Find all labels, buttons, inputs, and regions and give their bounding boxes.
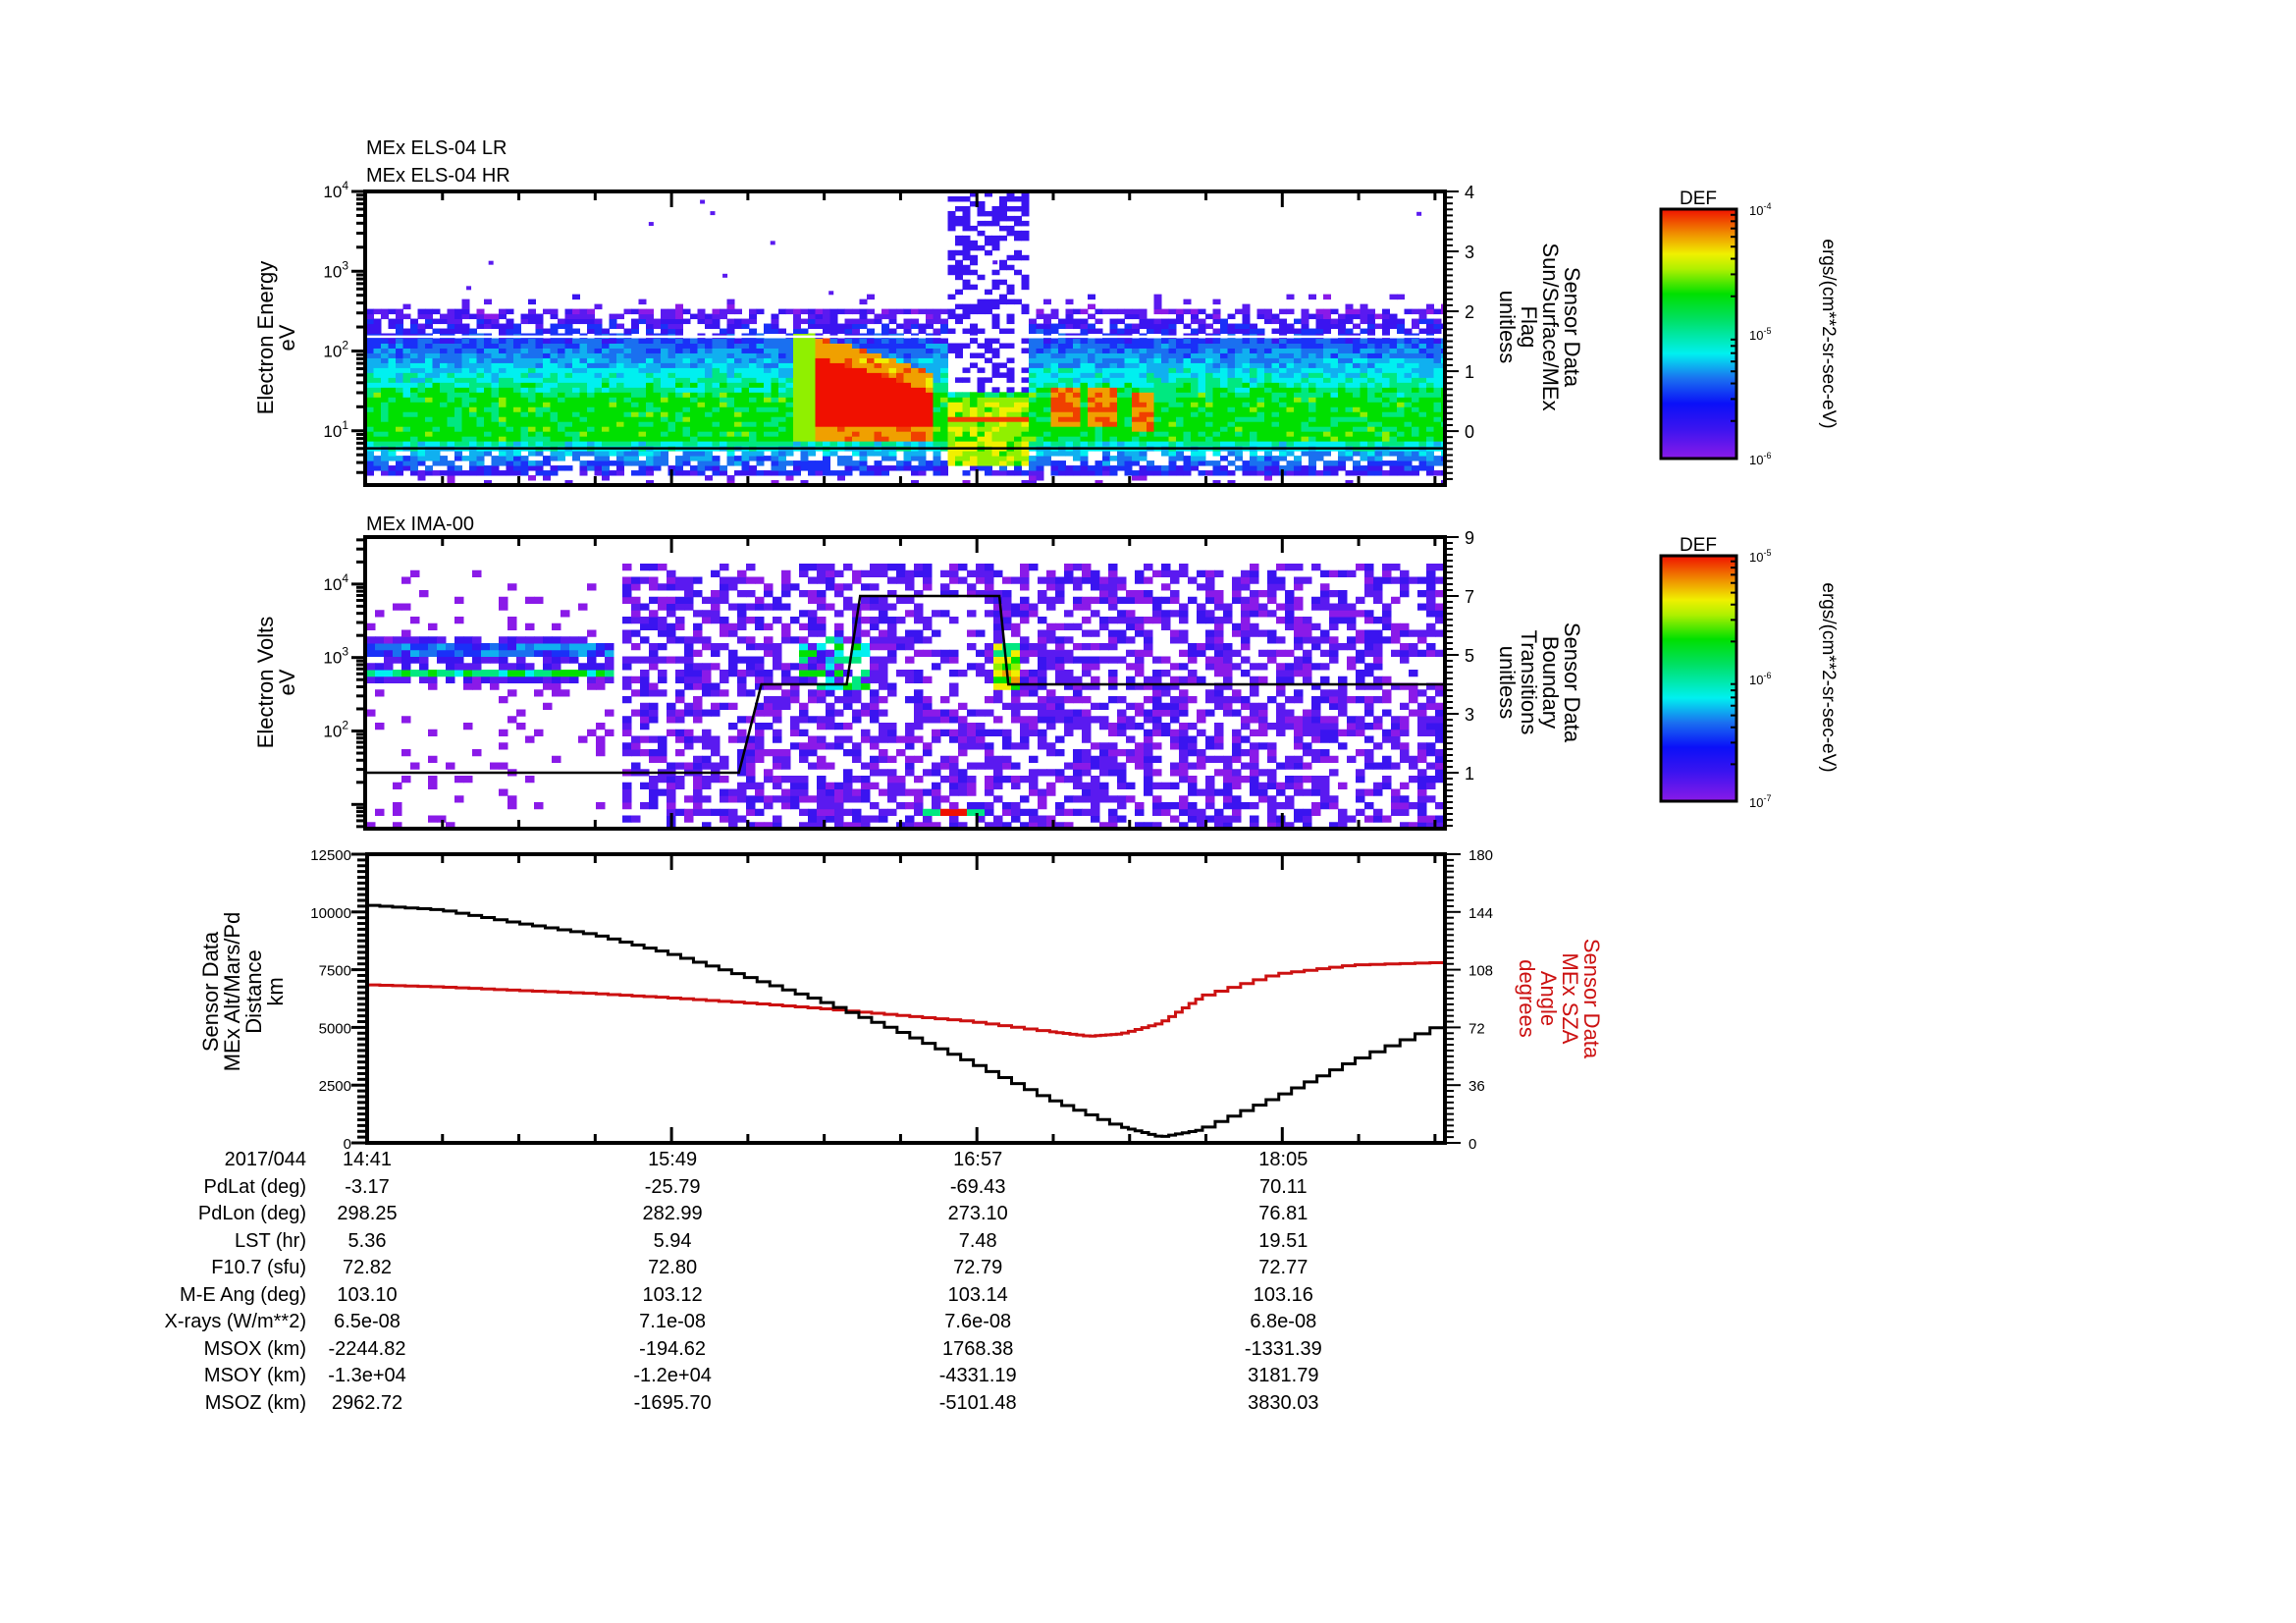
ephemeris-value: 6.8e-08 (1250, 1311, 1317, 1332)
els-panel: MEx ELS-04 LR MEx ELS-04 HR 101102103104… (253, 137, 1584, 487)
ephemeris-row-label: PdLat (deg) (203, 1175, 306, 1198)
ephemeris-row-label: F10.7 (sfu) (211, 1257, 306, 1278)
orbit-ylabel: Sensor DataMEx Alt/Mars/PdDistancekm (198, 912, 288, 1072)
ephemeris-value: 103.16 (1253, 1283, 1313, 1306)
els-spectrogram (366, 192, 1444, 484)
svg-text:101: 101 (323, 418, 348, 441)
ephemeris-value: 1768.38 (942, 1337, 1014, 1360)
svg-text:4: 4 (1465, 183, 1474, 202)
ephemeris-value: 103.10 (337, 1283, 398, 1306)
ephemeris-value: -25.79 (644, 1175, 701, 1198)
ephemeris-value: 103.12 (642, 1283, 703, 1306)
ephemeris-value: -69.43 (949, 1175, 1006, 1198)
ephemeris-value: 103.14 (947, 1283, 1008, 1306)
svg-text:3: 3 (1465, 243, 1474, 262)
ephemeris-value: 2962.72 (331, 1391, 403, 1414)
ephemeris-value: 16:57 (953, 1149, 1003, 1170)
els-y2label: Sensor DataSun/Surface/MExFlagunitless (1495, 243, 1584, 410)
ephemeris-value: 70.11 (1259, 1175, 1308, 1198)
ephemeris-row-label: MSOY (km) (203, 1365, 306, 1386)
ephemeris-value: -2244.82 (328, 1337, 406, 1360)
ephemeris-value: -4331.19 (938, 1365, 1017, 1386)
ephemeris-value: 298.25 (337, 1203, 398, 1224)
ephemeris-value: 7.1e-08 (639, 1311, 707, 1332)
svg-text:10-4: 10-4 (1749, 201, 1771, 218)
altitude-line (367, 903, 1445, 1138)
ephemeris-value: 273.10 (947, 1203, 1008, 1224)
ephemeris-value: 6.5e-08 (334, 1311, 400, 1332)
svg-text:0: 0 (1465, 422, 1474, 442)
svg-text:103: 103 (323, 258, 348, 281)
ephemeris-value: 72.79 (953, 1257, 1003, 1278)
ephemeris-row-label: PdLon (deg) (197, 1203, 306, 1224)
ephemeris-row-label: X-rays (W/m**2) (164, 1311, 306, 1332)
ephemeris-value: 18:05 (1258, 1149, 1308, 1170)
orbit-y2label: Sensor DataMEx SZAAngledegrees (1515, 939, 1604, 1059)
ima-ylabel: Electron VoltseV (253, 617, 299, 749)
svg-text:104: 104 (323, 179, 348, 201)
ephemeris-value: 72.82 (342, 1257, 393, 1278)
els-axes: 101 102 103 104 0 1 2 3 4 (323, 179, 1474, 485)
ephemeris-value: 5.94 (653, 1229, 692, 1252)
ima-colorbar-units: ergs/(cm**2-sr-sec-eV) (1818, 582, 1839, 772)
ima-colorbar-label: DEF (1680, 535, 1717, 556)
ephemeris-value: 19.51 (1258, 1229, 1308, 1252)
ephemeris-value: 3181.79 (1248, 1365, 1319, 1386)
ephemeris-value: 282.99 (642, 1203, 703, 1224)
ephemeris-row-label: MSOX (km) (203, 1337, 306, 1360)
ephemeris-value: 7.6e-08 (944, 1311, 1012, 1332)
svg-text:10-6: 10-6 (1749, 451, 1771, 467)
ephemeris-value: -5101.48 (938, 1391, 1017, 1414)
ima-colorbar-ticks: 10-510-610-7 (1731, 548, 1771, 810)
ephemeris-value: -1331.39 (1244, 1337, 1322, 1360)
els-colorbar-label: DEF (1680, 189, 1717, 209)
ephemeris-value: 7.48 (958, 1229, 997, 1252)
ima-colorbar: DEF 10-510-610-7 ergs/(cm**2-sr-sec-eV) (1659, 535, 1839, 810)
els-ylabel: Electron EnergyeV (253, 261, 299, 415)
sza-angle-line (367, 960, 1445, 1038)
els-title-lr: MEx ELS-04 LR (366, 137, 507, 159)
els-colorbar: DEF 10-4 10-5 10-6 ergs/(cm**2-sr-sec-eV) (1659, 189, 1839, 467)
ephemeris-value: 15:49 (648, 1149, 698, 1170)
svg-text:1: 1 (1465, 362, 1474, 382)
ima-boundary-line (366, 594, 1444, 775)
ephemeris-value: 72.77 (1258, 1257, 1308, 1278)
ephemeris-value: 72.80 (648, 1257, 698, 1278)
ephemeris-value: -1695.70 (633, 1391, 712, 1414)
ephemeris-value: -194.62 (639, 1337, 707, 1360)
els-colorbar-units: ergs/(cm**2-sr-sec-eV) (1818, 239, 1839, 428)
ephemeris-value: -3.17 (345, 1175, 390, 1198)
svg-text:102: 102 (323, 339, 348, 361)
ima-title: MEx IMA-00 (366, 514, 474, 535)
svg-text:2: 2 (1465, 302, 1474, 322)
ima-spectrogram (366, 564, 1444, 828)
ephemeris-row-label: 2017/044 (224, 1149, 306, 1170)
els-overlay-lines (366, 335, 1444, 450)
orbit-frame (365, 852, 1447, 1145)
els-title-hr: MEx ELS-04 HR (366, 165, 510, 187)
ephemeris-value: -1.3e+04 (328, 1365, 406, 1386)
ephemeris-value: 76.81 (1258, 1203, 1308, 1224)
ephemeris-row-label: LST (hr) (235, 1229, 306, 1252)
ephemeris-row-label: M-E Ang (deg) (180, 1283, 306, 1306)
els-frame (363, 189, 1447, 487)
ephemeris-value: 14:41 (342, 1149, 393, 1170)
ephemeris-value: 5.36 (347, 1229, 387, 1252)
svg-text:10-5: 10-5 (1749, 326, 1771, 343)
ephemeris-value: -1.2e+04 (633, 1365, 712, 1386)
ephemeris-row-label: MSOZ (km) (204, 1391, 306, 1414)
ima-y2label: Sensor DataBoundaryTransitionsunitless (1495, 622, 1584, 743)
ima-frame (363, 535, 1447, 831)
ephemeris-value: 3830.03 (1248, 1391, 1319, 1414)
